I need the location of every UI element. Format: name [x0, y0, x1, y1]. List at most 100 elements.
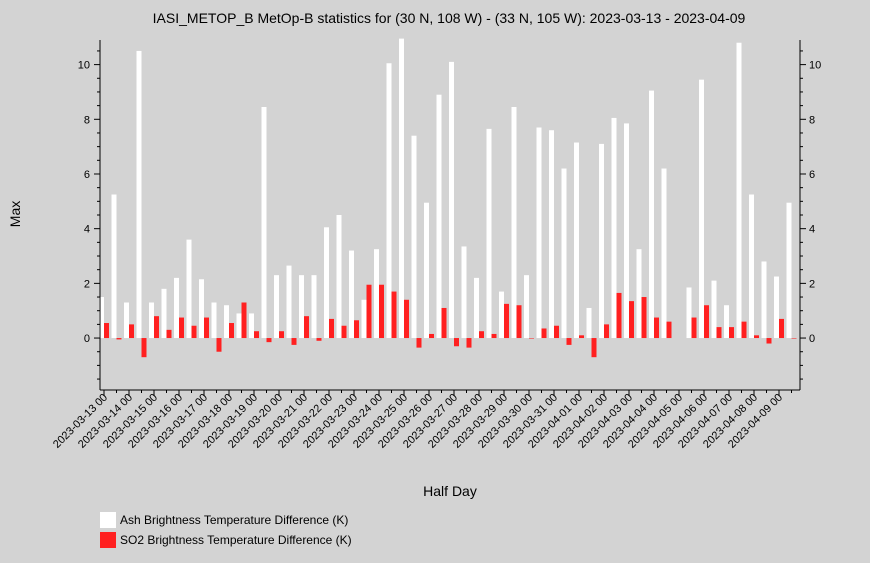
ash-bar-10 — [224, 305, 229, 339]
so2-bar-15 — [291, 338, 297, 345]
so2-bar-24 — [404, 299, 409, 339]
y-tick-label-left: 0 — [84, 333, 90, 345]
so2-bar-1 — [116, 338, 122, 340]
so2-bar-43 — [641, 297, 647, 339]
so2-bar-17 — [316, 338, 322, 341]
so2-bar-16 — [304, 316, 309, 339]
legend-swatch-ash — [100, 512, 116, 528]
y-tick-label-left: 4 — [84, 224, 90, 236]
so2-bar-45 — [666, 321, 672, 339]
ash-bar-52 — [749, 194, 754, 339]
legend-swatch-so2 — [100, 532, 116, 548]
so2-bar-53 — [766, 338, 772, 344]
ash-bar-8 — [199, 279, 204, 339]
ash-bar-24 — [399, 38, 404, 339]
so2-bar-8 — [204, 317, 209, 339]
ash-bar-18 — [324, 227, 329, 339]
ash-bar-21 — [361, 299, 367, 339]
ash-bar-42 — [624, 123, 629, 339]
ash-bar-43 — [636, 249, 642, 339]
so2-bar-33 — [516, 305, 522, 339]
so2-bar-5 — [166, 329, 172, 339]
so2-bar-9 — [216, 338, 222, 352]
so2-bar-18 — [329, 318, 334, 339]
so2-bar-23 — [391, 291, 397, 339]
y-tick-label-right: 0 — [809, 333, 815, 345]
so2-bar-51 — [741, 321, 747, 339]
ash-bar-27 — [436, 94, 442, 339]
so2-bar-37 — [566, 338, 572, 345]
so2-bar-35 — [541, 328, 547, 339]
ash-bar-2 — [124, 302, 129, 339]
ash-bar-38 — [574, 142, 579, 339]
so2-bar-11 — [241, 302, 247, 339]
y-tick-label-right: 8 — [809, 114, 815, 126]
so2-bar-10 — [229, 323, 234, 339]
y-tick-label-left: 2 — [84, 278, 90, 290]
ash-bar-13 — [261, 106, 267, 339]
so2-bar-29 — [466, 338, 472, 348]
ash-bar-39 — [586, 307, 592, 339]
ash-bar-17 — [311, 275, 317, 339]
so2-bar-31 — [491, 333, 497, 339]
legend-label-so2: SO2 Brightness Temperature Difference (K… — [120, 533, 352, 547]
ash-bar-47 — [686, 287, 692, 339]
so2-bar-4 — [154, 316, 159, 339]
ash-bar-19 — [336, 215, 342, 339]
ash-bar-50 — [724, 305, 729, 339]
so2-bar-2 — [129, 324, 134, 339]
x-axis-label: Half Day — [423, 483, 477, 499]
ash-bar-12 — [249, 313, 254, 339]
so2-bar-47 — [691, 317, 697, 339]
ash-bar-36 — [549, 130, 554, 339]
so2-bar-49 — [716, 327, 722, 339]
ash-bar-40 — [599, 143, 604, 339]
ash-bar-32 — [499, 291, 504, 339]
so2-bar-52 — [754, 335, 759, 339]
ash-bar-44 — [649, 90, 654, 339]
so2-bar-27 — [441, 307, 447, 339]
ash-bar-14 — [274, 275, 279, 339]
ash-bar-26 — [424, 202, 429, 339]
y-tick-label-left: 6 — [84, 169, 90, 181]
ash-bar-28 — [449, 61, 454, 339]
so2-bar-22 — [379, 284, 384, 339]
y-tick-label-left: 8 — [84, 114, 90, 126]
chart-title: IASI_METOP_B MetOp-B statistics for (30 … — [153, 10, 746, 26]
so2-bar-38 — [579, 335, 584, 339]
so2-bar-42 — [629, 301, 634, 339]
so2-bar-3 — [141, 338, 147, 358]
so2-bar-25 — [416, 338, 422, 348]
so2-bar-36 — [554, 325, 559, 339]
ash-bar-54 — [774, 276, 779, 339]
legend-label-ash: Ash Brightness Temperature Difference (K… — [120, 513, 348, 527]
so2-bar-55 — [791, 338, 797, 339]
ash-bar-55 — [786, 202, 792, 339]
so2-bar-44 — [654, 317, 659, 339]
ash-bar-16 — [299, 275, 304, 339]
ash-bar-25 — [411, 135, 417, 339]
ash-bar-34 — [524, 275, 529, 339]
ash-bar-29 — [461, 246, 467, 339]
so2-bar-32 — [504, 303, 509, 339]
so2-bar-50 — [729, 327, 734, 339]
so2-bar-48 — [704, 305, 709, 339]
so2-bar-6 — [179, 317, 184, 339]
so2-bar-19 — [341, 325, 347, 339]
ash-bar-51 — [736, 42, 742, 339]
so2-bar-28 — [454, 338, 459, 347]
so2-bar-34 — [529, 338, 534, 339]
ash-bar-5 — [161, 288, 167, 339]
so2-bar-21 — [366, 284, 372, 339]
so2-bar-13 — [266, 338, 272, 343]
y-tick-label-right: 6 — [809, 169, 815, 181]
so2-bar-0 — [104, 323, 109, 339]
y-tick-label-left: 10 — [78, 60, 90, 72]
so2-bar-30 — [479, 331, 484, 339]
ash-bar-48 — [699, 79, 704, 339]
ash-bar-6 — [174, 277, 179, 339]
bars-group — [99, 38, 797, 358]
ash-bar-3 — [136, 50, 142, 339]
